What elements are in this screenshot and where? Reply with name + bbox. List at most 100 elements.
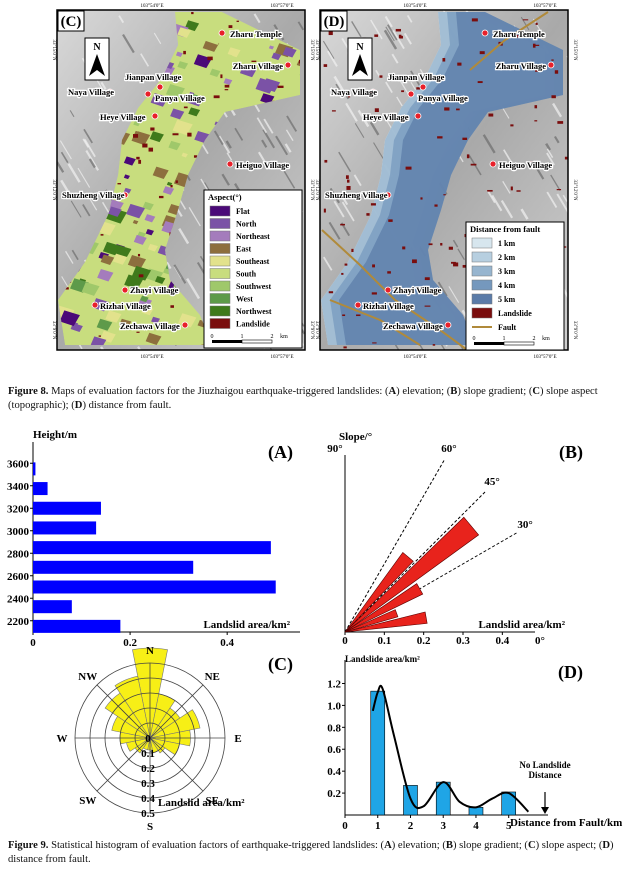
ridge [69,110,75,118]
village-label: Naya Village [331,87,377,97]
y-tick-label: 0.6 [327,744,341,756]
aspect-patch [189,93,198,100]
legend-label: Northeast [236,232,270,241]
landslide-spot [138,274,144,278]
lat-label: 33°15'0"N [572,39,577,60]
aspect-patch [144,214,156,223]
lat-label: 33°15'0"N [309,39,314,60]
caption-part: Statistical histogram of evaluation fact… [48,840,385,851]
angle-label: 60° [441,443,456,455]
aspect-patch [124,274,144,290]
landslide-spot [183,50,186,55]
legend-title: Distance from fault [470,224,540,234]
aspect-patch [268,45,275,50]
y-tick-label: 3000 [7,526,30,538]
map-frame [56,9,306,351]
y-tick-label: 1.0 [327,700,341,712]
ridge [118,15,125,24]
landslide-spot [64,287,69,290]
ridge [322,40,335,59]
y-tick-label: 0.8 [327,722,341,734]
fault-line [469,11,549,71]
landslide-spot [170,305,174,308]
aspect-patch [172,119,193,136]
village-dot [284,61,292,69]
lat-label: 33°12'0"N [309,179,314,200]
arrow-head [541,807,549,814]
landslide-spot [488,113,494,117]
landslide-spot [213,95,220,99]
fit-curve [371,684,530,813]
caption-part: ) slope gradient; ( [452,840,528,851]
wedge [344,552,414,633]
caption-part: ) elevation; ( [391,840,446,851]
landslide-spot [346,186,351,190]
village-dot [151,112,159,120]
village-dot [121,286,129,294]
lon-label: 103°54'0"E [141,355,164,360]
aspect-patch [142,201,154,211]
landslide-spot [551,95,556,99]
ridge [186,278,201,300]
landslide-spot [529,161,534,165]
legend-swatch [471,265,493,277]
ridge [234,127,244,141]
caption-part: ) slope aspect; ( [535,840,603,851]
spoke [96,684,151,739]
ridge [386,24,398,41]
legend-swatch [209,293,231,304]
aspect-patch [186,350,201,361]
legend-swatch [471,293,493,305]
chart-d: 0.2 0.4 0.6 0.8 1.0 1.2 0 1 2 3 4 5 Landslide area/k… [327,654,622,832]
village-dot [354,301,362,309]
landslide-spot [510,186,513,191]
direction-label: E [234,733,241,745]
legend-swatch [209,318,231,329]
legend-label: Landslide [236,320,270,329]
bar [33,541,271,555]
landslide-spot [556,189,562,191]
village-dot [489,160,497,168]
lon-label: 103°57'0"E [534,355,557,360]
aspect-patch [150,93,169,107]
ridge [351,20,362,38]
panel-label: (C) [268,654,293,675]
landslide-spot [323,208,326,213]
aspect-patch [81,282,100,296]
panel-box [320,10,348,32]
direction-label: S [147,821,153,833]
legend-label: Northwest [236,307,272,316]
legend-swatch [209,268,231,279]
landslide-spot [457,62,462,66]
chart-a: 2200 2400 2600 2800 3000 3200 3400 3600 0 0.2 0.4 H… [7,429,300,649]
legend-label: 1 km [498,239,515,248]
ridge [340,194,349,206]
bar [33,482,48,496]
landslide-spot [170,184,173,188]
village-dot [226,160,234,168]
landslide-spot [172,133,179,136]
caption-part: Maps of evaluation factors for the Jiuzh… [48,386,389,397]
landslide-spot [98,335,101,337]
landslide-spot [374,108,379,113]
aspect-patch [112,253,128,265]
x-tick-label: 0.2 [417,635,431,647]
landslide-spot [434,204,438,207]
figure-8-caption: Figure 8. Maps of evaluation factors for… [8,385,620,413]
ridge [392,30,405,50]
landslide-spot [448,246,453,250]
landslide-spot [100,234,104,236]
landslide-spot [477,81,483,84]
caption-part: ) slope gradient; ( [457,386,533,397]
panel-label: (B) [559,442,583,463]
landslide-spot [158,79,165,81]
aspect-patch [151,316,160,324]
legend-swatch [471,307,493,319]
landslide-spot [138,159,142,164]
aspect-patch [105,310,122,323]
aspect-patch [193,54,212,69]
legend-label: Southwest [236,282,271,291]
scale-label: 0 [473,336,476,342]
